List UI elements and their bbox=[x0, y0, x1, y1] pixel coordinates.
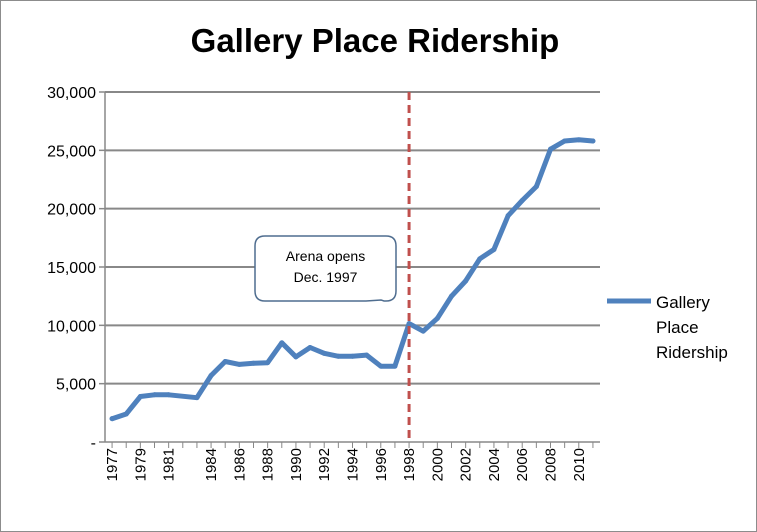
data-point bbox=[364, 352, 370, 358]
x-tick-label: 1979 bbox=[132, 448, 149, 481]
data-point bbox=[166, 392, 172, 398]
data-point bbox=[222, 359, 228, 364]
x-tick-label: 1998 bbox=[401, 448, 418, 481]
callout-text: Dec. 1997 bbox=[294, 269, 358, 285]
y-tick-label: 10,000 bbox=[47, 318, 96, 335]
callout-box bbox=[254, 235, 397, 302]
data-point bbox=[307, 345, 313, 350]
x-tick-label: 2010 bbox=[571, 448, 588, 481]
data-point bbox=[321, 350, 327, 356]
y-tick-label: 20,000 bbox=[47, 202, 96, 219]
data-point bbox=[519, 198, 525, 203]
x-tick-label: 1990 bbox=[288, 448, 305, 481]
data-point bbox=[533, 184, 539, 189]
y-tick-label: 25,000 bbox=[47, 143, 96, 160]
data-point bbox=[434, 315, 440, 321]
data-point bbox=[350, 353, 355, 359]
data-point bbox=[194, 395, 200, 401]
y-tick-label: 15,000 bbox=[47, 260, 96, 277]
data-point bbox=[123, 411, 129, 417]
x-tick-label: 1994 bbox=[345, 448, 362, 481]
x-tick-label: 1986 bbox=[231, 448, 248, 481]
x-tick-label: 1992 bbox=[316, 448, 333, 481]
data-point bbox=[236, 361, 242, 367]
data-point bbox=[449, 293, 454, 299]
data-point bbox=[406, 321, 412, 327]
x-tick-label: 2000 bbox=[429, 448, 446, 481]
data-point bbox=[137, 394, 143, 399]
data-point bbox=[265, 360, 271, 366]
data-point bbox=[208, 373, 214, 378]
data-point bbox=[562, 138, 568, 144]
y-tick-label: - bbox=[91, 435, 96, 452]
callout-text: Arena opens bbox=[286, 248, 365, 264]
legend-label: Gallery bbox=[656, 293, 710, 312]
x-tick-label: 1996 bbox=[373, 448, 390, 481]
data-point bbox=[251, 360, 256, 366]
y-tick-label: 30,000 bbox=[47, 85, 96, 102]
x-tick-label: 1984 bbox=[203, 448, 220, 481]
data-point bbox=[378, 363, 384, 369]
x-tick-label: 2002 bbox=[458, 448, 475, 481]
data-point bbox=[505, 213, 511, 219]
data-point bbox=[392, 363, 398, 369]
data-point bbox=[420, 328, 426, 334]
series-line bbox=[109, 137, 596, 422]
data-point bbox=[109, 416, 115, 422]
x-tick-label: 1988 bbox=[260, 448, 277, 481]
x-tick-label: 1981 bbox=[161, 448, 178, 481]
data-point bbox=[590, 138, 596, 144]
data-point bbox=[491, 247, 497, 252]
data-point bbox=[477, 256, 483, 262]
x-tick-label: 2008 bbox=[543, 448, 560, 481]
x-tick-label: 2004 bbox=[486, 448, 503, 481]
x-tick-label: 2006 bbox=[514, 448, 531, 481]
data-point bbox=[293, 354, 299, 360]
legend-label: Ridership bbox=[656, 343, 728, 362]
data-point bbox=[463, 278, 469, 284]
x-tick-label: 1977 bbox=[104, 448, 121, 481]
data-point bbox=[152, 392, 157, 398]
data-point bbox=[335, 353, 341, 359]
chart-title: Gallery Place Ridership bbox=[191, 22, 560, 59]
data-point bbox=[279, 340, 285, 346]
data-point bbox=[576, 137, 582, 143]
y-tick-label: 5,000 bbox=[56, 377, 96, 394]
data-point bbox=[548, 146, 553, 152]
legend-label: Place bbox=[656, 318, 699, 337]
